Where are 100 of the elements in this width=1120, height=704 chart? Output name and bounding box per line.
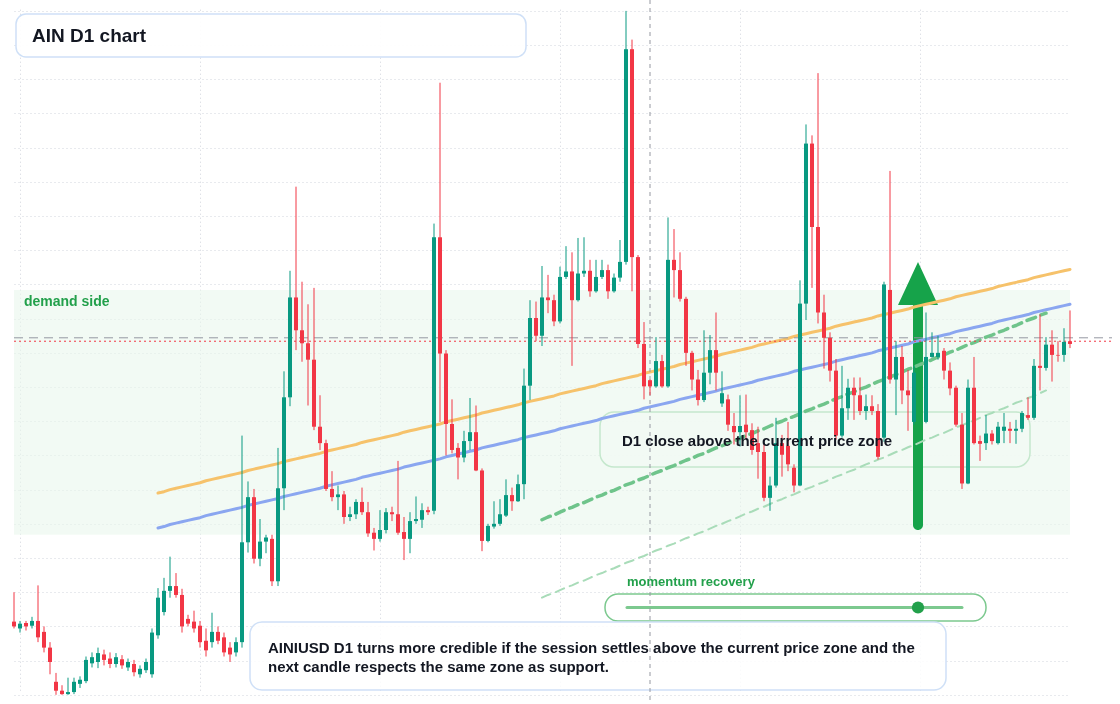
candlestick <box>1008 421 1012 444</box>
candlestick <box>1020 410 1024 433</box>
candlestick <box>696 369 700 407</box>
candlestick <box>948 361 952 396</box>
candlestick <box>264 534 268 554</box>
candlestick <box>402 516 406 561</box>
annotation: AINIUSD D1 turns more credible if the session settles above the current price zone and the next candle respects the same zone as support. <box>268 639 915 675</box>
candlestick <box>516 474 520 503</box>
candlestick <box>486 523 490 543</box>
candlestick <box>330 470 334 502</box>
candlestick <box>942 347 946 381</box>
candlestick <box>96 647 100 669</box>
candlestick <box>864 394 868 421</box>
candlestick <box>426 506 430 516</box>
candlestick <box>1014 419 1018 445</box>
candlestick <box>378 509 382 543</box>
candlestick <box>588 259 592 298</box>
candlestick <box>582 236 586 278</box>
candlestick <box>390 506 394 522</box>
candlestick <box>408 511 412 554</box>
candlestick <box>858 376 862 416</box>
candlestick <box>672 228 676 298</box>
candlestick <box>84 656 88 684</box>
candlestick <box>36 584 40 643</box>
candlestick <box>1068 309 1072 349</box>
candlestick <box>846 378 850 421</box>
candlestick <box>108 651 112 669</box>
candlestick <box>174 572 178 599</box>
candlestick <box>126 658 130 672</box>
candlestick <box>414 495 418 525</box>
candlestick <box>354 498 358 520</box>
candlestick <box>30 616 34 629</box>
candlestick <box>894 340 898 416</box>
candlestick <box>564 245 568 280</box>
candlestick <box>78 675 82 689</box>
candlestick <box>468 397 472 451</box>
candlestick <box>1044 336 1048 372</box>
candlestick <box>936 335 940 361</box>
candlestick <box>852 376 856 421</box>
candlestick <box>222 632 226 657</box>
candlestick <box>612 273 616 294</box>
candlestick <box>168 556 172 599</box>
candlestick <box>198 620 202 649</box>
candlestick <box>1026 396 1030 421</box>
band-label: demand side <box>24 292 110 309</box>
candlestick <box>66 677 70 696</box>
candlestick <box>648 379 652 396</box>
candlestick <box>546 274 550 314</box>
candlestick <box>618 239 622 283</box>
candlestick <box>384 507 388 534</box>
candlestick <box>234 636 238 657</box>
candlestick <box>258 518 262 567</box>
candlestick <box>792 463 796 493</box>
candlestick <box>42 625 46 653</box>
candlestick <box>48 641 52 675</box>
candlestick <box>732 412 736 445</box>
candlestick <box>420 502 424 529</box>
candlestick <box>930 331 934 359</box>
candlestick <box>720 370 724 408</box>
annotation: momentum recovery <box>627 574 756 589</box>
candlestick <box>990 429 994 445</box>
candlestick <box>708 334 712 385</box>
candlestick <box>996 421 1000 445</box>
candlestick <box>870 394 874 416</box>
candlestick <box>456 442 460 480</box>
candlestick <box>1038 314 1042 391</box>
candlestick <box>114 652 118 668</box>
candlestick <box>204 627 208 657</box>
candlestick <box>396 460 400 536</box>
candlestick <box>984 414 988 451</box>
candlestick <box>342 490 346 525</box>
candlestick <box>186 614 190 627</box>
candlestick <box>906 369 910 432</box>
text: AIN D1 chart <box>32 25 147 46</box>
candlestick <box>102 649 106 666</box>
candlestick <box>216 625 220 645</box>
candlestick <box>504 478 508 518</box>
candlestick <box>210 612 214 649</box>
candlestick <box>606 264 610 300</box>
candlestick <box>594 259 598 294</box>
candlestick <box>336 485 340 511</box>
candlestick <box>162 577 166 616</box>
candlestick <box>120 654 124 670</box>
candlestick <box>366 501 370 538</box>
candlestick <box>54 672 58 696</box>
candlestick <box>360 487 364 516</box>
candlestick <box>372 527 376 551</box>
candlestick <box>348 506 352 522</box>
candlestick <box>498 498 502 527</box>
candlestick <box>318 394 322 451</box>
candlestick <box>552 294 556 327</box>
candlestick <box>510 487 514 512</box>
candlestick <box>90 651 94 668</box>
candlestick <box>600 259 604 280</box>
candlestick <box>978 435 982 462</box>
candlestick <box>138 664 142 679</box>
candlestick <box>1062 327 1066 363</box>
candlestick <box>492 500 496 530</box>
candlestick <box>462 430 466 463</box>
candlestick <box>1002 412 1006 444</box>
